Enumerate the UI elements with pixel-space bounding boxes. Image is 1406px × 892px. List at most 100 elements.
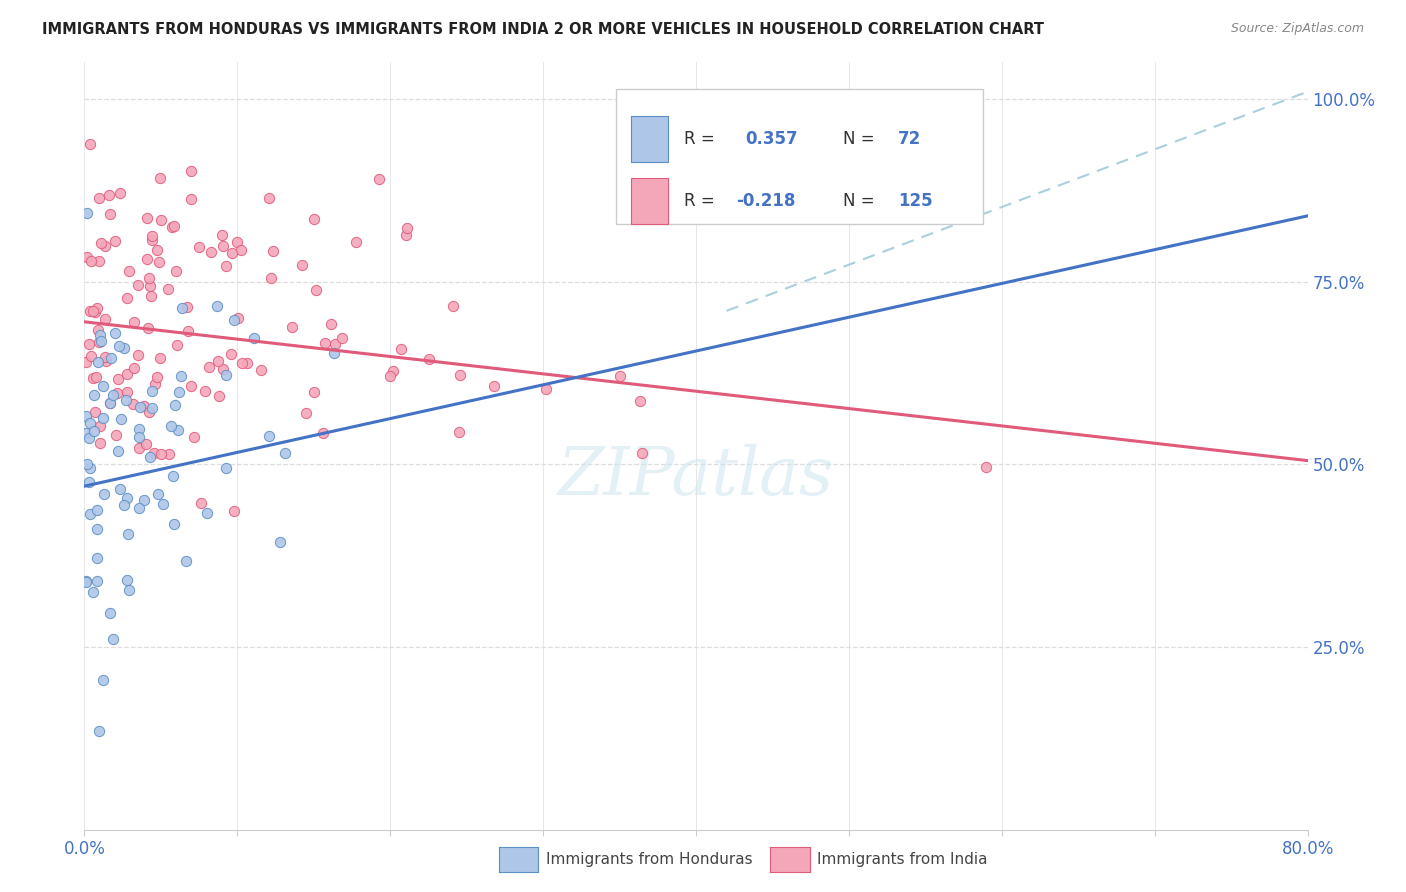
Point: [157, 447, 180, 461]
Point: [79, 304, 101, 318]
Point: [208, 389, 231, 403]
Point: [75, 425, 97, 440]
Point: [183, 430, 205, 444]
Point: [226, 311, 249, 326]
Point: [323, 337, 346, 351]
Point: [94, 238, 117, 252]
Point: [86, 503, 108, 517]
Point: [115, 291, 138, 305]
Point: [291, 258, 314, 272]
Point: [105, 428, 128, 442]
Point: [75, 575, 97, 590]
Point: [149, 351, 172, 366]
Point: [381, 364, 404, 378]
Point: [118, 264, 141, 278]
Point: [314, 335, 336, 350]
Point: [108, 483, 131, 497]
Point: [89, 436, 111, 450]
Point: [91, 410, 114, 425]
Point: [447, 425, 470, 439]
Point: [87, 355, 110, 369]
Point: [82, 585, 104, 599]
Point: [86, 551, 108, 566]
Point: [148, 255, 170, 269]
Point: [243, 331, 266, 345]
Point: [104, 235, 127, 249]
Point: [83, 388, 105, 402]
Point: [93, 311, 115, 326]
Point: [146, 243, 169, 257]
Point: [146, 487, 169, 501]
Point: [112, 499, 135, 513]
Point: [98, 606, 121, 620]
Point: [93, 487, 115, 501]
Point: [136, 321, 159, 335]
Point: [302, 211, 325, 226]
Point: [98, 207, 121, 221]
Text: R =: R =: [683, 192, 714, 210]
Point: [441, 299, 464, 313]
Point: [77, 431, 100, 445]
Point: [100, 351, 122, 365]
FancyBboxPatch shape: [631, 116, 668, 162]
Point: [321, 317, 343, 331]
Point: [90, 235, 112, 250]
Point: [90, 334, 112, 349]
Point: [166, 423, 188, 437]
Point: [86, 301, 108, 316]
Point: [205, 299, 228, 313]
Point: [221, 246, 243, 260]
FancyBboxPatch shape: [631, 178, 668, 224]
Point: [449, 368, 471, 382]
Point: [122, 361, 145, 376]
Point: [141, 384, 163, 399]
Point: [75, 409, 97, 424]
Point: [98, 396, 121, 410]
Point: [630, 445, 652, 459]
Text: Source: ZipAtlas.com: Source: ZipAtlas.com: [1230, 22, 1364, 36]
Point: [262, 244, 284, 259]
Point: [609, 369, 631, 384]
Point: [330, 331, 353, 345]
Point: [974, 459, 997, 474]
Point: [149, 170, 172, 185]
FancyBboxPatch shape: [616, 89, 983, 224]
Text: N =: N =: [842, 192, 875, 210]
Point: [128, 430, 150, 444]
Point: [212, 362, 235, 376]
Point: [167, 384, 190, 399]
Point: [139, 450, 162, 464]
Point: [344, 235, 367, 250]
Point: [162, 469, 184, 483]
Point: [200, 244, 222, 259]
Point: [395, 227, 418, 242]
Point: [76, 205, 98, 219]
Point: [219, 346, 242, 360]
Point: [143, 446, 166, 460]
Point: [89, 328, 111, 343]
Point: [87, 323, 110, 337]
Point: [97, 188, 120, 202]
Point: [176, 300, 198, 314]
Point: [89, 418, 111, 433]
Point: [190, 496, 212, 510]
Point: [180, 192, 202, 206]
Point: [77, 337, 100, 351]
Point: [135, 437, 157, 451]
Point: [378, 369, 401, 384]
Point: [194, 384, 217, 398]
Point: [108, 339, 131, 353]
Point: [274, 446, 297, 460]
Point: [222, 504, 245, 518]
Text: R =: R =: [683, 130, 714, 148]
Point: [87, 191, 110, 205]
Point: [226, 235, 249, 249]
Point: [86, 522, 108, 536]
Text: 125: 125: [898, 192, 932, 210]
Point: [170, 301, 193, 316]
Point: [135, 252, 157, 266]
Point: [257, 191, 280, 205]
Point: [94, 351, 117, 365]
Point: [152, 498, 174, 512]
Text: IMMIGRANTS FROM HONDURAS VS IMMIGRANTS FROM INDIA 2 OR MORE VEHICLES IN HOUSEHOL: IMMIGRANTS FROM HONDURAS VS IMMIGRANTS F…: [42, 22, 1045, 37]
